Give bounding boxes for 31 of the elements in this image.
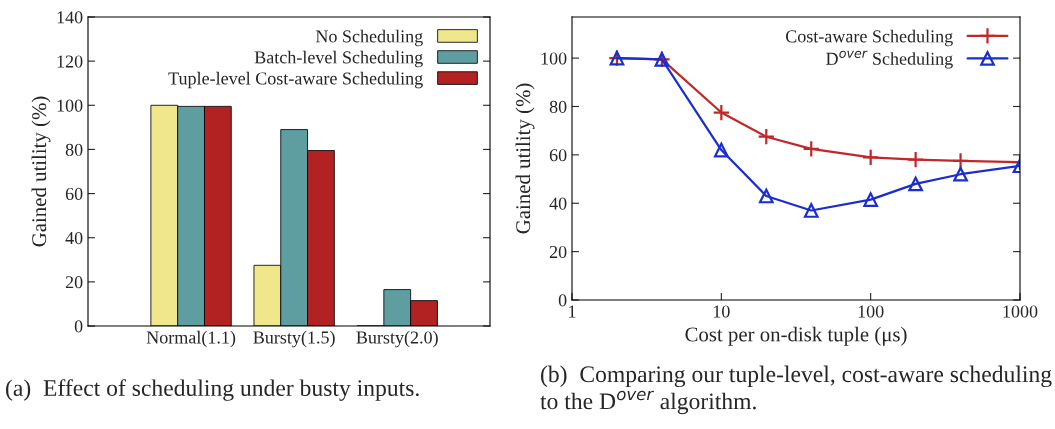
x-tick-label: 10 — [713, 305, 730, 318]
y-tick-label: 100 — [57, 99, 83, 112]
y-tick-label: 140 — [57, 11, 83, 24]
text: (b) Comparing our tuple-level, cost-aware scheduling to the D$^{over}$ algorithm. — [540, 365, 1052, 415]
legend-label: Tuple-level Cost-aware Scheduling — [168, 71, 423, 89]
y-tick-label: 0 — [558, 294, 567, 307]
y-tick-label: 60 — [549, 149, 567, 162]
x-axis-title: Cost per on-disk tuple (μs) — [685, 326, 907, 346]
y-tick-label: 120 — [57, 55, 83, 68]
legend-label: Batch-level Scheduling — [254, 50, 423, 68]
y-axis-title: Gained utility (%) — [31, 96, 51, 247]
y-axis-title: Gained utility (%) — [515, 83, 535, 234]
legend-label: D$^{over}$ Scheduling — [826, 50, 953, 69]
x-tick-label: 1 — [569, 305, 576, 318]
x-tick-label: Bursty(1.5) — [253, 330, 335, 348]
x-tick-label: Bursty(2.0) — [356, 330, 438, 348]
y-tick-label: 20 — [549, 245, 567, 259]
y-tick-label: 60 — [65, 187, 83, 201]
x-tick-label: Normal(1.1) — [146, 330, 236, 348]
y-tick-label: 0 — [74, 320, 83, 333]
y-tick-label: 40 — [549, 197, 567, 210]
legend-label: No Scheduling — [315, 29, 423, 47]
y-tick-label: 20 — [65, 276, 83, 289]
y-tick-label: 40 — [65, 231, 83, 245]
y-tick-label: 100 — [541, 52, 567, 65]
text: (a) Effect of scheduling under busty inputs. — [6, 379, 419, 401]
x-tick-label: 1000 — [1003, 305, 1038, 318]
legend-label: Cost-aware Scheduling — [785, 29, 953, 47]
x-tick-label: 100 — [858, 305, 884, 318]
y-tick-label: 80 — [65, 143, 83, 156]
y-tick-label: 80 — [549, 100, 567, 113]
